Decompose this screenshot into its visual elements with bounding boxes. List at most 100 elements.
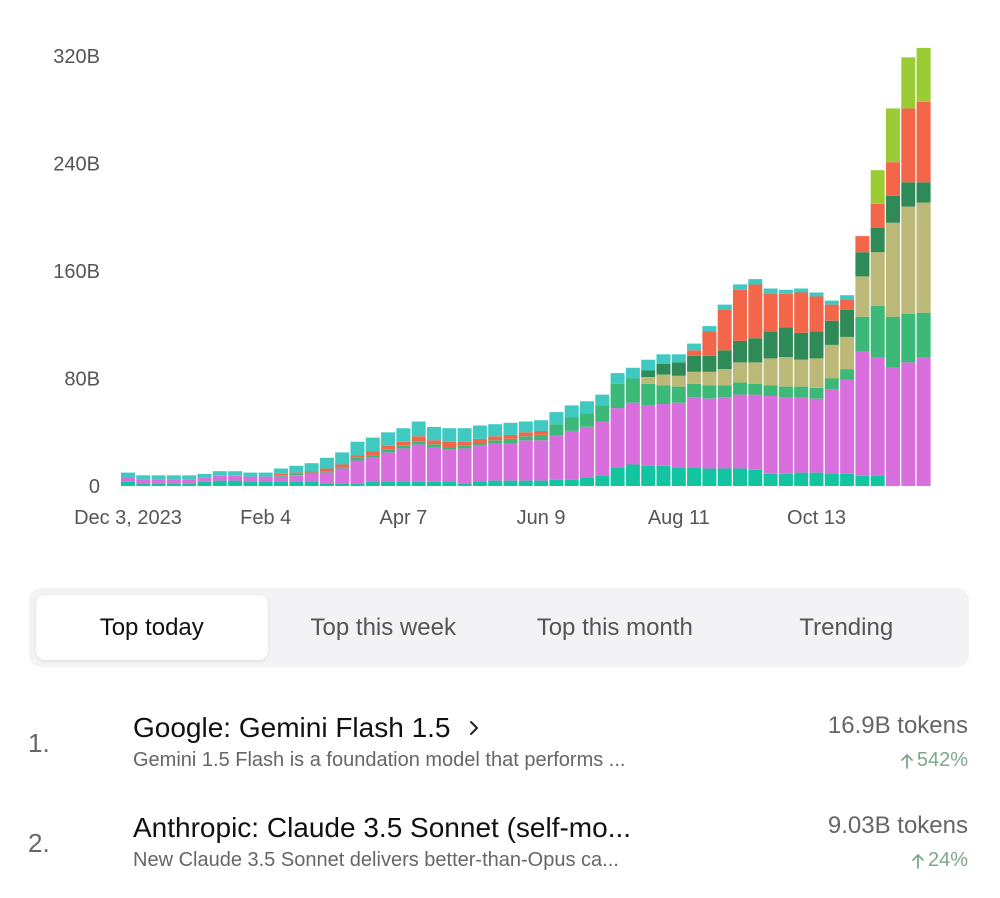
bar-segment[interactable]: [610, 373, 625, 384]
bar-stack[interactable]: [121, 472, 135, 486]
bar-stack[interactable]: [365, 437, 380, 486]
bar-stack[interactable]: [901, 57, 916, 486]
bar-segment[interactable]: [886, 316, 900, 368]
bar-segment[interactable]: [289, 465, 304, 473]
bar-segment[interactable]: [717, 350, 732, 370]
bar-segment[interactable]: [212, 475, 227, 481]
bar-segment[interactable]: [518, 421, 533, 433]
bar-segment[interactable]: [289, 472, 304, 474]
bar-segment[interactable]: [794, 386, 809, 398]
bar-segment[interactable]: [656, 385, 671, 404]
bar-segment[interactable]: [365, 437, 380, 451]
bar-segment[interactable]: [641, 377, 656, 384]
bar-segment[interactable]: [671, 467, 686, 486]
bar-segment[interactable]: [350, 460, 365, 484]
bar-segment[interactable]: [549, 479, 564, 486]
bar-segment[interactable]: [396, 441, 411, 446]
bar-segment[interactable]: [503, 422, 518, 435]
bar-segment[interactable]: [840, 336, 855, 370]
bar-segment[interactable]: [840, 295, 855, 300]
bar-segment[interactable]: [702, 398, 717, 469]
bar-stack[interactable]: [319, 457, 334, 486]
bar-segment[interactable]: [625, 367, 640, 379]
tab-top-this-week[interactable]: Top this week: [310, 613, 456, 641]
bar-segment[interactable]: [472, 482, 487, 486]
bar-stack[interactable]: [595, 394, 610, 487]
bar-segment[interactable]: [365, 457, 380, 482]
bar-segment[interactable]: [901, 182, 916, 207]
bar-segment[interactable]: [778, 289, 793, 294]
bar-segment[interactable]: [671, 362, 686, 376]
bar-segment[interactable]: [518, 432, 533, 437]
bar-segment[interactable]: [809, 387, 824, 399]
bar-segment[interactable]: [748, 394, 763, 470]
bar-segment[interactable]: [289, 473, 304, 476]
bar-segment[interactable]: [687, 355, 702, 372]
bar-segment[interactable]: [274, 476, 288, 482]
bar-stack[interactable]: [886, 108, 900, 487]
bar-segment[interactable]: [748, 284, 763, 339]
bar-segment[interactable]: [733, 468, 747, 487]
bar-segment[interactable]: [763, 385, 778, 396]
bar-segment[interactable]: [824, 378, 839, 390]
bar-segment[interactable]: [396, 428, 411, 442]
bar-segment[interactable]: [381, 445, 396, 450]
bar-segment[interactable]: [794, 288, 809, 293]
bar-stack[interactable]: [564, 405, 579, 486]
bar-segment[interactable]: [763, 358, 778, 386]
bar-segment[interactable]: [350, 483, 365, 486]
bar-stack[interactable]: [304, 463, 319, 486]
bar-segment[interactable]: [121, 477, 135, 482]
bar-stack[interactable]: [350, 441, 365, 486]
bar-segment[interactable]: [534, 434, 549, 441]
bar-stack[interactable]: [809, 292, 824, 487]
bar-stack[interactable]: [778, 289, 793, 486]
model-name-line[interactable]: Anthropic: Claude 3.5 Sonnet (self-mo...: [133, 812, 631, 844]
bar-segment[interactable]: [564, 479, 579, 486]
bar-stack[interactable]: [136, 475, 151, 486]
bar-segment[interactable]: [549, 412, 564, 425]
bar-stack[interactable]: [580, 401, 594, 486]
bar-segment[interactable]: [717, 468, 732, 487]
bar-stack[interactable]: [671, 354, 686, 486]
bar-segment[interactable]: [824, 300, 839, 305]
bar-segment[interactable]: [595, 421, 610, 476]
bar-stack[interactable]: [840, 295, 855, 486]
bar-segment[interactable]: [335, 483, 350, 486]
bar-segment[interactable]: [702, 355, 717, 372]
bar-segment[interactable]: [472, 445, 487, 482]
bar-segment[interactable]: [656, 465, 671, 486]
bar-segment[interactable]: [687, 397, 702, 468]
bar-segment[interactable]: [411, 421, 426, 437]
bar-stack[interactable]: [763, 288, 778, 487]
bar-segment[interactable]: [824, 320, 839, 345]
bar-segment[interactable]: [319, 471, 334, 473]
bar-stack[interactable]: [243, 472, 258, 486]
bar-segment[interactable]: [916, 182, 931, 203]
bar-segment[interactable]: [855, 236, 870, 253]
bar-segment[interactable]: [472, 425, 487, 439]
bar-segment[interactable]: [778, 473, 793, 486]
bar-segment[interactable]: [717, 385, 732, 398]
bar-segment[interactable]: [166, 475, 181, 480]
bar-segment[interactable]: [656, 363, 671, 375]
bar-segment[interactable]: [136, 479, 151, 484]
bar-segment[interactable]: [870, 228, 885, 253]
bar-segment[interactable]: [886, 222, 900, 317]
bar-segment[interactable]: [916, 202, 931, 313]
bar-segment[interactable]: [350, 455, 365, 458]
bar-segment[interactable]: [258, 476, 273, 482]
bar-segment[interactable]: [824, 344, 839, 379]
bar-segment[interactable]: [886, 108, 900, 163]
bar-segment[interactable]: [763, 331, 778, 359]
bar-segment[interactable]: [702, 371, 717, 386]
bar-stack[interactable]: [381, 432, 396, 486]
bar-segment[interactable]: [671, 386, 686, 403]
bar-segment[interactable]: [503, 480, 518, 486]
bar-segment[interactable]: [687, 383, 702, 398]
bar-segment[interactable]: [534, 440, 549, 481]
bar-segment[interactable]: [335, 452, 350, 465]
bar-segment[interactable]: [197, 473, 212, 478]
bar-segment[interactable]: [778, 293, 793, 328]
bar-segment[interactable]: [916, 47, 931, 102]
